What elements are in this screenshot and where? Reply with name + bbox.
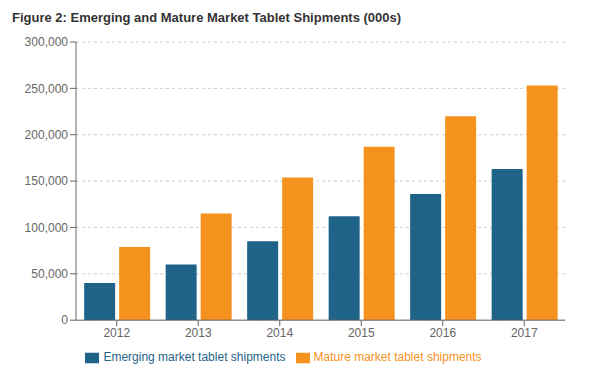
svg-text:2013: 2013: [185, 326, 212, 340]
svg-text:100,000: 100,000: [25, 221, 69, 235]
svg-text:250,000: 250,000: [25, 82, 69, 96]
html-text:Mature market tablet shipments: Mature market tablet shipments: [313, 350, 482, 365]
html-text:Figure 2: Emerging and Mature: Figure 2: Emerging and Mature Market Tab…: [12, 10, 402, 25]
html-text:Emerging market tablet shipmen: Emerging market tablet shipments: [103, 350, 286, 365]
svg-text:2015: 2015: [348, 326, 375, 340]
svg-text:150,000: 150,000: [25, 174, 69, 188]
svg-text:200,000: 200,000: [25, 128, 69, 142]
svg-text:300,000: 300,000: [25, 35, 69, 49]
svg-text:2014: 2014: [266, 326, 293, 340]
svg-text:0: 0: [61, 313, 68, 327]
svg-text:2012: 2012: [103, 326, 130, 340]
svg-text:50,000: 50,000: [31, 267, 68, 281]
svg-text:2016: 2016: [429, 326, 456, 340]
svg-text:2017: 2017: [511, 326, 538, 340]
